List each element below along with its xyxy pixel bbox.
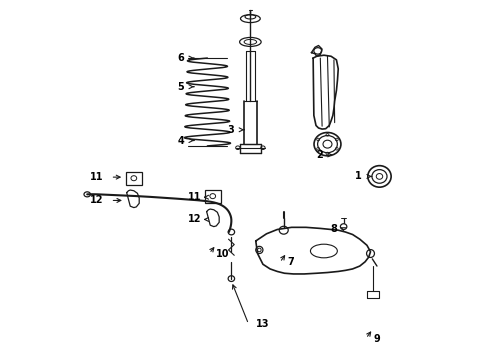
Text: 13: 13 [256,319,270,329]
Text: 12: 12 [188,215,201,224]
Text: 8: 8 [331,225,338,234]
Text: 10: 10 [216,248,230,258]
Text: 4: 4 [177,136,184,145]
Text: 9: 9 [373,333,380,343]
Text: 5: 5 [177,82,184,92]
Text: 11: 11 [90,172,103,182]
Text: 3: 3 [227,125,234,135]
Text: 11: 11 [188,192,201,202]
Text: 12: 12 [90,195,103,206]
Text: 2: 2 [317,150,323,160]
Text: 6: 6 [177,53,184,63]
Text: 7: 7 [287,257,294,267]
Text: 1: 1 [355,171,362,181]
